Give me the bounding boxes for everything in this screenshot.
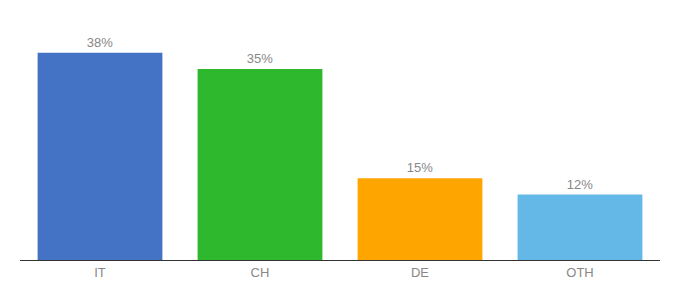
svg-text:12%: 12% [567, 177, 593, 192]
svg-text:38%: 38% [87, 35, 113, 50]
svg-text:OTH: OTH [566, 265, 593, 280]
svg-text:IT: IT [94, 265, 106, 280]
svg-text:DE: DE [411, 265, 429, 280]
svg-text:15%: 15% [407, 160, 433, 175]
svg-text:35%: 35% [247, 51, 273, 66]
svg-text:CH: CH [251, 265, 270, 280]
